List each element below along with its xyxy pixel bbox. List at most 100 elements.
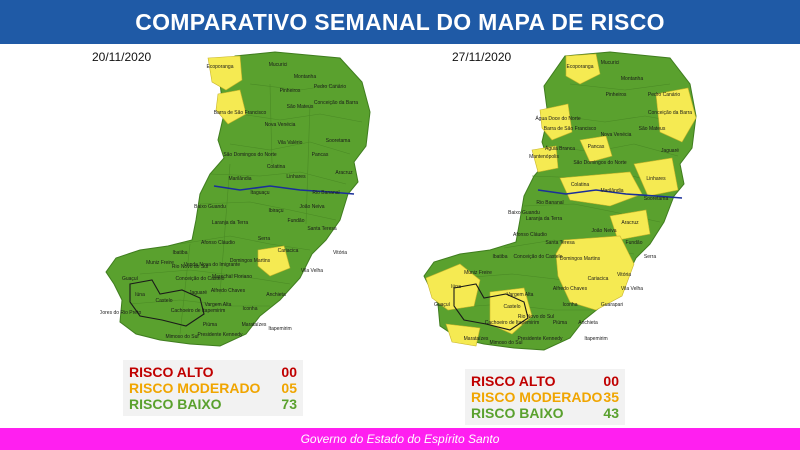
municipality-label: Conceição da Barra (314, 100, 358, 106)
legend-label: RISCO ALTO (471, 373, 556, 389)
municipality-label: Iconha (242, 306, 257, 312)
municipality-label: Marechal Floriano (212, 274, 252, 280)
municipality-label: Ibatiba (172, 250, 187, 256)
municipality-label: Cariacica (588, 276, 609, 282)
municipality-label: Conceição da Barra (648, 110, 692, 116)
state-shape-left (105, 51, 371, 347)
municipality-label: Marilândia (600, 188, 623, 194)
legend-value: 43 (603, 405, 619, 421)
moderate-area-metro (555, 235, 635, 311)
municipality-label: Itapemirim (584, 336, 607, 342)
municipality-label: Venda Nova do Imigrante (184, 262, 241, 268)
legend-label: RISCO BAIXO (471, 405, 564, 421)
municipality-label: Iúna (135, 292, 145, 298)
municipality-label: Barra de São Francisco (544, 126, 597, 132)
municipality-label: Guaçuí (122, 276, 139, 282)
moderate-area-mantenopolis (531, 145, 559, 173)
municipality-label: Mucurici (601, 60, 620, 66)
municipality-label: Guaçuí (434, 302, 451, 308)
municipality-label: João Neiva (299, 204, 324, 210)
moderate-area-southwest (425, 263, 481, 311)
municipality-label: Marataízes (464, 336, 489, 342)
municipality-label: Cariacica (278, 248, 299, 254)
moderate-area-agua-doce (539, 103, 573, 141)
municipality-label: Vila Velha (301, 268, 323, 274)
legend-right: RISCO ALTO 00 RISCO MODERADO 35 RISCO BA… (465, 369, 625, 425)
moderate-area-colatina (559, 171, 643, 207)
moderate-area-north2-left (215, 89, 247, 125)
municipality-label: Montanha (621, 76, 643, 82)
legend-left: RISCO ALTO 00 RISCO MODERADO 05 RISCO BA… (123, 360, 303, 416)
moderate-area-pancas (579, 135, 613, 163)
municipality-label: Serra (258, 236, 270, 242)
municipality-label: Rio Bananal (312, 190, 339, 196)
municipality-label: Iconha (562, 302, 577, 308)
legend-row-high: RISCO ALTO 00 (471, 373, 619, 389)
municipality-label: Pancas (312, 152, 329, 158)
river-doce-left (213, 185, 355, 195)
municipality-label: Linhares (286, 174, 306, 180)
municipality-label: Santa Teresa (307, 226, 337, 232)
municipality-label: Pedro Canário (314, 84, 346, 90)
municipality-label: Vila Valério (278, 140, 303, 146)
legend-value: 35 (603, 389, 619, 405)
municipality-label: Iúna (451, 284, 461, 290)
municipality-label: Muniz Freire (146, 260, 174, 266)
municipality-label: Pancas (588, 144, 605, 150)
municipality-label: Montanha (294, 74, 316, 80)
municipality-label: Afonso Cláudio (513, 232, 547, 238)
municipality-label: Jaguaré (661, 148, 679, 154)
moderate-area-conceicao-barra (655, 87, 697, 143)
municipality-labels-right: Ecoporanga Mucurici Montanha Pinheiros Pedro… (434, 60, 692, 346)
municipality-label: Águia Branca (545, 145, 575, 152)
legend-value: 00 (281, 364, 297, 380)
municipality-label: Sooretama (326, 138, 351, 144)
river-doce-right (537, 189, 683, 199)
municipality-label: Colatina (571, 182, 590, 188)
moderate-area-aracruz (609, 209, 651, 241)
municipality-label: Ibiraçu (268, 208, 283, 214)
municipality-label: Castelo (504, 304, 521, 310)
legend-label: RISCO MODERADO (471, 389, 603, 405)
municipality-label: Laranja da Terra (526, 216, 563, 222)
municipality-label: Serra (644, 254, 656, 260)
municipality-label: Piúma (203, 322, 217, 328)
moderate-area-linhares (633, 157, 679, 197)
map-right: Ecoporanga Mucurici Montanha Pinheiros Pedro… (423, 51, 697, 351)
municipality-label: Vargem Alta (205, 302, 232, 308)
page-title: COMPARATIVO SEMANAL DO MAPA DE RISCO (135, 8, 665, 35)
moderate-area-north-left (207, 55, 243, 91)
municipality-label: Anchieta (578, 320, 598, 326)
municipality-label: Marataízes (242, 322, 267, 328)
municipality-label: Pinheiros (280, 88, 301, 94)
municipality-label: Mantenópolis (529, 154, 559, 160)
moderate-area-ecoporanga (565, 53, 601, 85)
municipality-label: Conceição do Castelo (514, 254, 563, 260)
municipality-label: São Mateus (639, 126, 666, 132)
municipality-label: Presidente Kennedy (197, 332, 243, 338)
moderate-area-vitoria-left (257, 245, 291, 277)
municipality-label: Mucurici (269, 62, 288, 68)
municipality-label: Sooretama (644, 196, 669, 202)
municipality-label: Itapemirim (268, 326, 291, 332)
regional-border-left (129, 279, 205, 327)
municipal-borders-left (129, 83, 363, 335)
municipality-labels-left: Ecoporanga Mucurici Montanha Pinheiros Pedro… (100, 62, 358, 340)
municipality-label: João Neiva (591, 228, 616, 234)
municipality-label: Itaguaçu (250, 190, 269, 196)
municipality-label: São Mateus (287, 104, 314, 110)
municipality-label: Nova Venécia (265, 122, 296, 128)
municipality-label: Cachoeiro de Itapemirim (485, 320, 539, 326)
legend-label: RISCO MODERADO (129, 380, 261, 396)
municipality-label: Marilândia (228, 176, 251, 182)
municipality-label: Piúma (553, 320, 567, 326)
municipality-label: Alfredo Chaves (553, 286, 588, 292)
legend-row-low: RISCO BAIXO 43 (471, 405, 619, 421)
municipality-label: São Domingos do Norte (223, 152, 277, 158)
footer-text: Governo do Estado do Espírito Santo (300, 432, 500, 446)
municipality-label: Anchieta (266, 292, 286, 298)
municipality-label: Pinheiros (606, 92, 627, 98)
municipality-label: Rio Novo do Sul (518, 314, 554, 320)
regional-border-right (453, 283, 529, 331)
municipality-label: Fundão (626, 240, 643, 246)
